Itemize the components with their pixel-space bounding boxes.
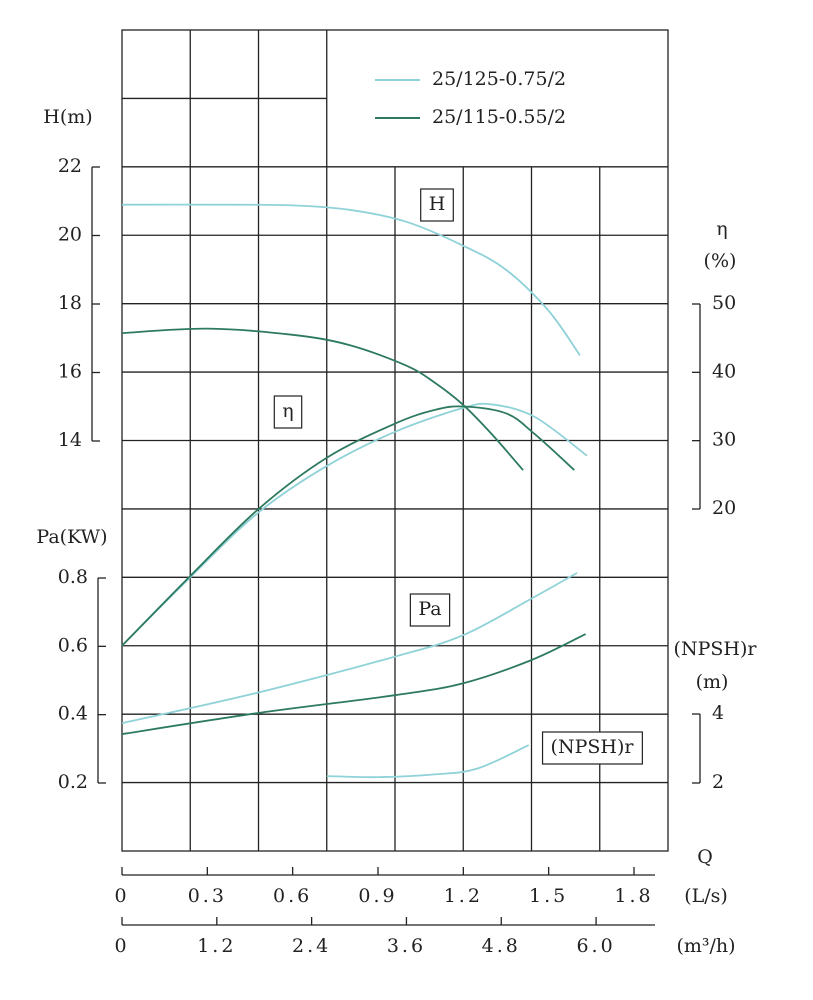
curve-Pa (121, 633, 587, 736)
x-axis-unit: (L/s) (684, 885, 728, 907)
x-tick-label: 0.6 (273, 885, 312, 907)
curve-eta (121, 405, 575, 647)
curve-H (121, 203, 581, 356)
x-axis-name: Q (697, 846, 713, 868)
y-tick-label: 20 (58, 224, 82, 246)
y-tick-label: 0.4 (58, 703, 88, 725)
y-axis-label: H(m) (43, 106, 92, 128)
curve-label: Pa (418, 598, 441, 620)
curve-label: H (429, 193, 446, 215)
x-tick-label: 0 (114, 935, 129, 957)
curve-label-box (420, 188, 454, 222)
y-tick-label: 0.8 (58, 566, 88, 588)
x-tick-label: 0 (114, 885, 129, 907)
y-tick-label: 16 (58, 361, 82, 383)
curve-label-box (541, 731, 643, 765)
y-tick-label: 14 (58, 429, 82, 451)
y-tick-label: 20 (712, 497, 736, 519)
x-tick-label: 1.5 (529, 885, 568, 907)
y-tick-label: 30 (712, 429, 736, 451)
x-tick-label: 1.8 (614, 885, 653, 907)
curve-H (121, 327, 524, 471)
curve-label-box (273, 395, 303, 429)
x-tick-label: 3.6 (387, 935, 426, 957)
curves (121, 203, 588, 779)
y-axis-label: Pa(KW) (36, 526, 107, 548)
y-axis-label: η (716, 218, 727, 240)
grid (91, 29, 701, 926)
curve-NPSH (326, 744, 530, 779)
curve-label: η (282, 400, 293, 422)
x-tick-label: 4.8 (482, 935, 521, 957)
legend-label: 25/125-0.75/2 (432, 68, 566, 90)
y-axis-unit: (%) (704, 250, 737, 272)
y-tick-label: 0.6 (58, 634, 88, 656)
x-tick-label: 1.2 (444, 885, 483, 907)
x-tick-label: 6.0 (576, 935, 615, 957)
y-axis-unit: (m) (696, 671, 729, 693)
y-tick-label: 22 (58, 155, 82, 177)
x-tick-label: 2.4 (292, 935, 331, 957)
x-axis-unit: (m³/h) (676, 935, 735, 957)
y-tick-label: 50 (712, 292, 736, 314)
legend-label: 25/115-0.55/2 (432, 106, 566, 128)
x-tick-label: 0.9 (358, 885, 397, 907)
curve-label-box (409, 593, 451, 627)
x-tick-label: 0.3 (188, 885, 227, 907)
y-tick-label: 18 (58, 292, 82, 314)
x-tick-label: 1.2 (197, 935, 236, 957)
y-tick-label: 40 (712, 360, 736, 382)
curve-Pa (121, 572, 578, 725)
curve-label: (NPSH)r (551, 736, 635, 758)
labels: 0 0.3 0.6 0.9 1.2 1.5 1.8 (L/s) Q 0 1.2 2.4 3.6 4.8 6.… (36, 68, 757, 957)
y-tick-label: 4 (712, 702, 724, 724)
y-tick-label: 0.2 (58, 771, 88, 793)
y-axis-label: (NPSH)r (674, 638, 758, 660)
curve-eta (121, 402, 588, 647)
y-tick-label: 2 (712, 771, 724, 793)
